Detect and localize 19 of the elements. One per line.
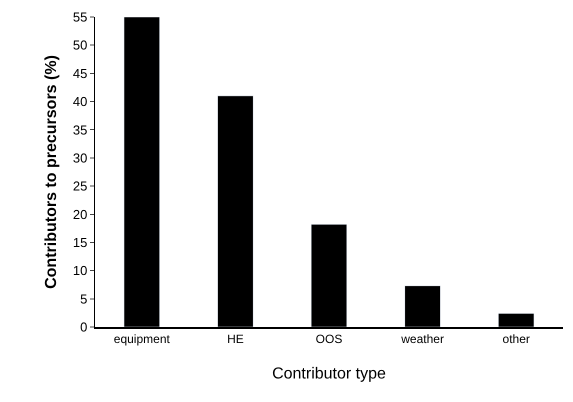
y-tick-label: 10 — [72, 263, 88, 278]
y-tick-label: 5 — [80, 291, 88, 306]
x-tick-label: other — [502, 332, 530, 346]
y-tick-label: 40 — [72, 94, 88, 110]
x-tick-label: equipment — [114, 332, 170, 346]
y-tick-label: 15 — [72, 235, 88, 250]
y-axis-title: Contributors to precursors (%) — [42, 55, 60, 289]
y-tick-label: 55 — [72, 10, 88, 25]
y-tick-label: 20 — [72, 206, 88, 222]
x-tick-label: OOS — [316, 332, 342, 346]
y-tick-label: 45 — [72, 66, 88, 81]
x-axis-title: Contributor type — [272, 365, 386, 382]
y-tick-label: 30 — [72, 150, 88, 166]
x-tick-label: HE — [227, 332, 244, 346]
x-tick-label: weather — [400, 332, 444, 346]
y-tick-label: 35 — [72, 122, 88, 138]
y-tick-label: 25 — [72, 178, 88, 194]
y-tick-label: 0 — [80, 320, 88, 335]
y-tick-label: 50 — [72, 38, 88, 53]
